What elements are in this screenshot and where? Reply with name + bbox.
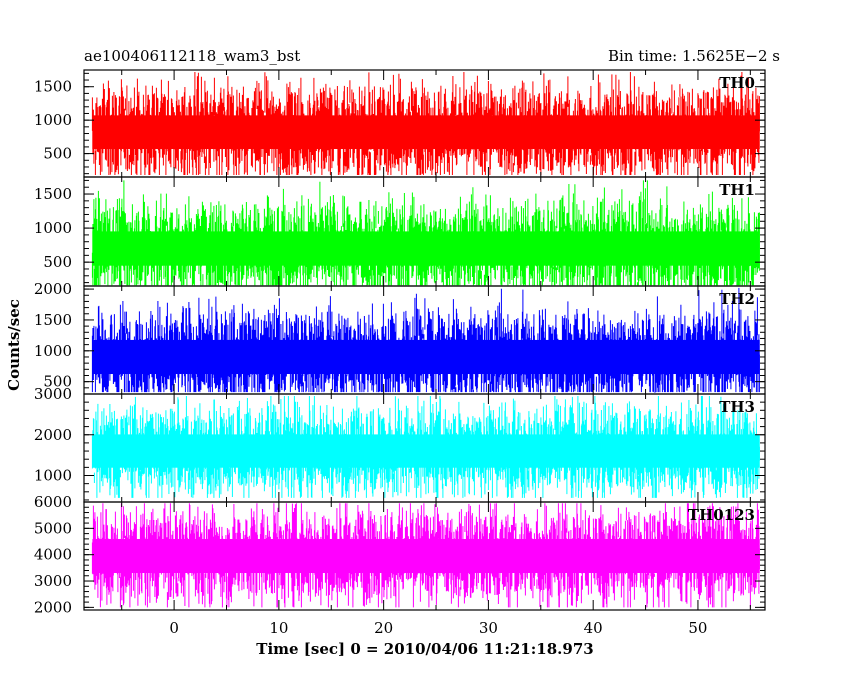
panel-label-th0123: TH0123 bbox=[688, 506, 755, 524]
y-tick-label: 500 bbox=[43, 373, 72, 391]
series-core-th2 bbox=[92, 339, 760, 375]
bin-time-label: Bin time: 1.5625E−2 s bbox=[608, 47, 780, 65]
panel-label-th2: TH2 bbox=[719, 290, 755, 308]
y-tick-label: 4000 bbox=[34, 546, 72, 564]
y-tick-label: 3000 bbox=[34, 572, 72, 590]
panel-th3: 1000 2000 3000 TH3 bbox=[34, 385, 766, 503]
y-tick-label: 1500 bbox=[34, 78, 72, 96]
x-tick-label: 40 bbox=[584, 619, 603, 637]
panel-frame bbox=[83, 501, 766, 611]
x-tick-label: 30 bbox=[479, 619, 498, 637]
x-tick-label: 0 bbox=[169, 619, 179, 637]
panel-th0123: 2000 3000 4000 5000 6000 TH0123 bbox=[34, 493, 766, 616]
y-tick-label: 3000 bbox=[34, 385, 72, 403]
series-core-th0 bbox=[92, 115, 760, 150]
series-core-th0123 bbox=[92, 538, 760, 574]
x-axis-label: Time [sec] 0 = 2010/04/06 11:21:18.973 bbox=[256, 640, 593, 658]
y-tick-label: 1500 bbox=[34, 311, 72, 329]
y-tick-label: 2000 bbox=[34, 598, 72, 616]
y-tick-label: 500 bbox=[43, 253, 72, 271]
panel-label-th0: TH0 bbox=[719, 74, 755, 92]
panel-th0: 500 1000 1500 TH0 bbox=[34, 69, 766, 178]
x-axis: 0 10 20 30 40 50 bbox=[169, 619, 707, 637]
series-core-th1 bbox=[92, 231, 760, 266]
panel-label-th3: TH3 bbox=[719, 398, 755, 416]
y-tick-label: 6000 bbox=[34, 493, 72, 511]
x-tick-label: 50 bbox=[688, 619, 707, 637]
x-tick-label: 20 bbox=[374, 619, 393, 637]
y-tick-label: 2000 bbox=[34, 280, 72, 298]
chart-title: ae100406112118_wam3_bst bbox=[84, 47, 300, 65]
panel-label-th1: TH1 bbox=[719, 181, 755, 199]
y-tick-label: 1000 bbox=[34, 219, 72, 237]
y-axis-label: Counts/sec bbox=[5, 299, 23, 391]
x-tick-label: 10 bbox=[269, 619, 288, 637]
y-tick-label: 1500 bbox=[34, 185, 72, 203]
panel-th2: 500 1000 1500 2000 TH2 bbox=[34, 280, 766, 395]
panels-group: 500 1000 1500 TH0 500 1000 1500 TH1 500 1000 1500 2… bbox=[34, 69, 766, 616]
y-tick-label: 1000 bbox=[34, 111, 72, 129]
y-tick-label: 2000 bbox=[34, 426, 72, 444]
y-tick-label: 5000 bbox=[34, 519, 72, 537]
y-tick-label: 500 bbox=[43, 145, 72, 163]
panel-th1: 500 1000 1500 TH1 bbox=[34, 176, 766, 287]
y-tick-label: 1000 bbox=[34, 342, 72, 360]
y-tick-label: 1000 bbox=[34, 467, 72, 485]
series-core-th3 bbox=[92, 434, 760, 468]
